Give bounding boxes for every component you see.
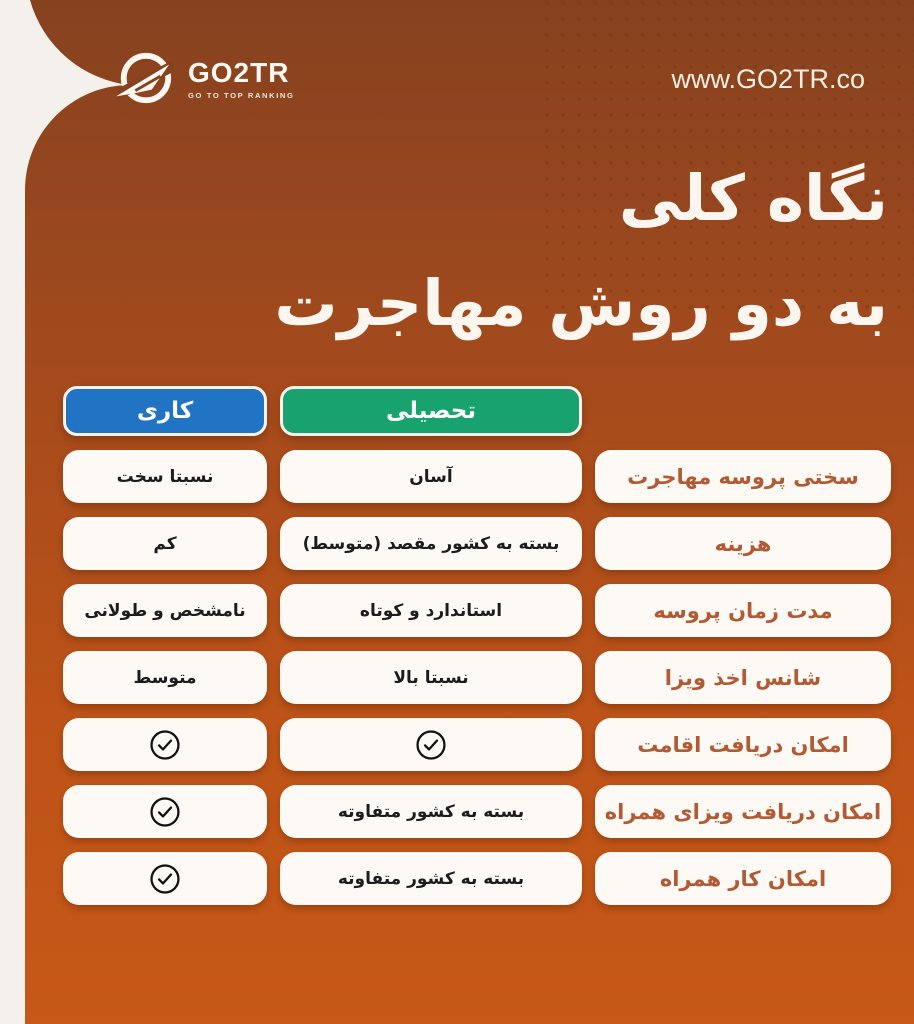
comparison-table: تحصیلی کاری سختی پروسه مهاجرت آسان نسبتا… xyxy=(63,386,891,905)
work-value-cost: کم xyxy=(63,517,267,570)
value-text: نسبتا سخت xyxy=(116,466,214,487)
row-label-duration: مدت زمان پروسه xyxy=(595,584,891,637)
work-value-visa-chance: متوسط xyxy=(63,651,267,704)
study-value-companion-visa: بسته به کشور متفاوته xyxy=(280,785,582,838)
work-value-companion-visa xyxy=(63,785,267,838)
work-value-duration: نامشخص و طولانی xyxy=(63,584,267,637)
work-value-difficulty: نسبتا سخت xyxy=(63,450,267,503)
column-header-study: تحصیلی xyxy=(280,386,582,436)
value-text: بسته به کشور متفاوته xyxy=(337,801,525,822)
study-value-duration: استاندارد و کوتاه xyxy=(280,584,582,637)
row-label-difficulty: سختی پروسه مهاجرت xyxy=(595,450,891,503)
page-title: نگاه کلی به دو روش مهاجرت xyxy=(274,146,888,356)
row-label-residency: امکان دریافت اقامت xyxy=(595,718,891,771)
value-text: کم xyxy=(153,533,177,554)
study-value-visa-chance: نسبتا بالا xyxy=(280,651,582,704)
brand-name: GO2TR xyxy=(188,56,290,88)
value-text: آسان xyxy=(409,466,453,487)
row-label-companion-work: امکان کار همراه xyxy=(595,852,891,905)
value-text: بسته به کشور مقصد (متوسط) xyxy=(302,533,560,554)
work-value-residency xyxy=(63,718,267,771)
work-value-companion-work xyxy=(63,852,267,905)
check-icon xyxy=(148,728,182,762)
check-icon xyxy=(148,795,182,829)
value-text: نسبتا بالا xyxy=(393,667,469,688)
value-text: متوسط xyxy=(133,667,197,688)
row-label-visa-chance: شانس اخذ ویزا xyxy=(595,651,891,704)
value-text: بسته به کشور متفاوته xyxy=(337,868,525,889)
study-value-residency xyxy=(280,718,582,771)
website-url: www.GO2TR.co xyxy=(671,64,865,94)
row-label-cost: هزینه xyxy=(595,517,891,570)
value-text: استاندارد و کوتاه xyxy=(359,600,503,621)
check-icon xyxy=(414,728,448,762)
header-spacer xyxy=(595,386,891,436)
study-value-difficulty: آسان xyxy=(280,450,582,503)
title-line-2: به دو روش مهاجرت xyxy=(274,267,888,340)
check-icon xyxy=(148,862,182,896)
brand-tagline: GO TO TOP RANKING xyxy=(188,90,295,100)
column-header-work: کاری xyxy=(63,386,267,436)
brand-logo: GO2TR GO TO TOP RANKING xyxy=(116,50,295,108)
value-text: نامشخص و طولانی xyxy=(84,600,246,621)
title-line-1: نگاه کلی xyxy=(618,162,888,235)
go2tr-logo-icon xyxy=(116,52,174,104)
study-value-companion-work: بسته به کشور متفاوته xyxy=(280,852,582,905)
row-label-companion-visa: امکان دریافت ویزای همراه xyxy=(595,785,891,838)
study-value-cost: بسته به کشور مقصد (متوسط) xyxy=(280,517,582,570)
